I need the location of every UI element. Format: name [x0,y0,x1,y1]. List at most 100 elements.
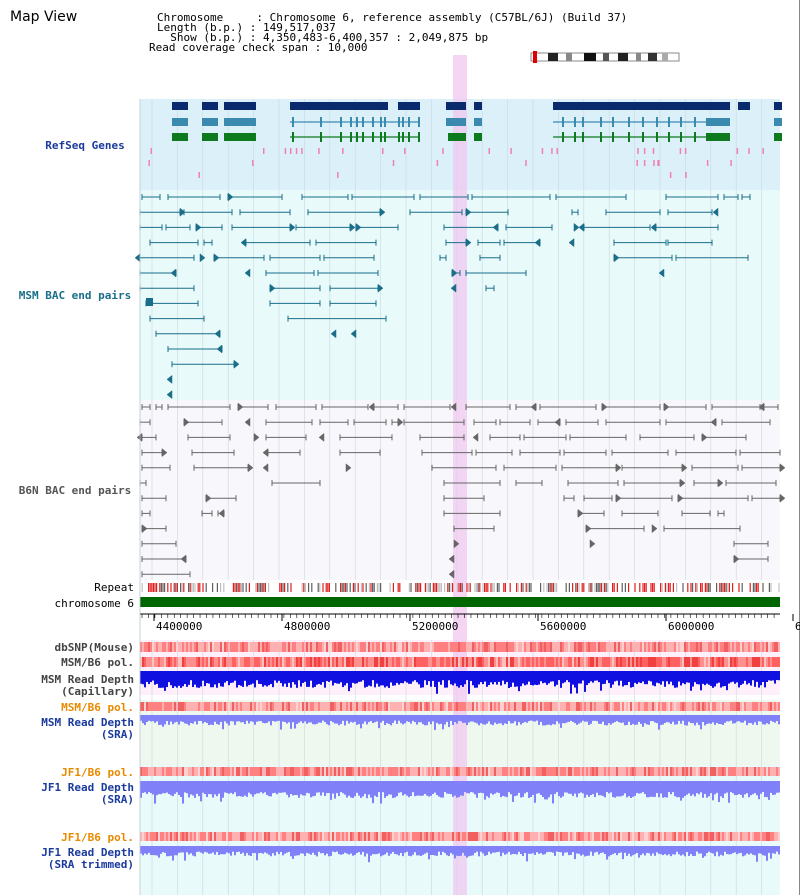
bac-end-arrow [492,222,499,232]
depth-bar [568,781,570,794]
show-range-line: Show (b.p.) : 4,350,483-6,400,357 : 2,04… [157,31,489,44]
heat-cell [612,832,614,841]
depth-bar [380,781,382,804]
heat-cell [636,642,638,652]
depth-bar [408,715,410,722]
heat-cell [542,642,544,652]
heat-cell [196,832,198,841]
heat-cell [252,767,254,776]
msm-depth-capillary-label[interactable]: MSM Read Depth [41,673,134,686]
depth-bar [682,671,684,684]
refseq-track-label[interactable]: RefSeq Genes [45,139,125,152]
depth-bar [458,781,460,798]
heat-cell [730,767,732,776]
heat-cell [688,642,690,652]
heat-cell [202,657,204,667]
msm-depth-sra-label[interactable]: MSM Read Depth [41,716,134,729]
heat-cell [180,832,182,841]
heat-cell [436,702,438,711]
depth-bar [184,671,186,685]
depth-bar [496,846,498,853]
repeat-mark [370,583,372,592]
heat-cell [558,767,560,776]
repeat-track-label[interactable]: Repeat [94,581,134,594]
depth-bar [720,781,722,797]
bac-end-arrow [663,402,670,412]
heat-cell [520,832,522,841]
heat-cell [238,767,240,776]
depth-bar [324,715,326,723]
jf1-pol2-track [140,832,780,841]
heat-cell [250,642,252,652]
depth-bar [694,671,696,683]
depth-bar [640,715,642,724]
dbsnp-track-label[interactable]: dbSNP(Mouse) [54,641,134,654]
jf1-pol-track-label[interactable]: JF1/B6 pol. [61,766,134,779]
heat-cell [288,767,290,776]
depth-bar [354,781,356,797]
depth-bar [240,715,242,723]
msm-b6-pol-track-label[interactable]: MSM/B6 pol. [61,656,134,669]
heat-cell [224,657,226,667]
heat-cell [650,767,652,776]
heat-cell [706,657,708,667]
depth-bar [544,846,546,855]
chromosome-ideogram[interactable] [530,51,680,63]
jf1-pol2-track-label[interactable]: JF1/B6 pol. [61,831,134,844]
heat-cell [390,702,392,711]
heat-cell [154,657,156,667]
heat-cell [768,767,770,776]
depth-bar [496,671,498,685]
jf1-depth-trimmed-label[interactable]: JF1 Read Depth [41,846,134,859]
chromosome-track-label[interactable]: chromosome 6 [54,597,134,610]
bac-end-arrow [615,493,622,503]
depth-bar [260,671,262,685]
b6n-bac-track-label[interactable]: B6N BAC end pairs [18,484,132,497]
heat-cell [664,642,666,652]
depth-bar [706,715,708,724]
depth-bar [752,671,754,681]
depth-bar [770,781,772,793]
depth-bar [386,671,388,687]
depth-bar [212,715,214,726]
heat-cell [664,657,666,667]
heat-cell [678,657,680,667]
heat-cell [212,832,214,841]
depth-bar [594,671,596,681]
depth-bar [282,715,284,722]
msm-b6-pol2-track-label[interactable]: MSM/B6 pol. [61,701,134,714]
msm-bac-track-label[interactable]: MSM BAC end pairs [18,289,132,302]
depth-bar [614,715,616,723]
jf1-depth-sra-label[interactable]: JF1 Read Depth [41,781,134,794]
heat-cell [402,642,404,652]
heat-cell [364,832,366,841]
heat-cell [484,767,486,776]
heat-cell [712,767,714,776]
depth-bar [438,671,440,682]
depth-bar [762,715,764,725]
depth-bar [352,715,354,723]
depth-bar [162,715,164,727]
depth-bar [212,671,214,688]
depth-bar [644,671,646,685]
heat-cell [146,767,148,776]
heat-cell [624,642,626,652]
heat-cell [158,702,160,711]
heat-cell [142,657,144,667]
repeat-mark [301,583,303,592]
depth-bar [568,671,570,683]
bac-end-arrow [712,207,719,217]
depth-bar [756,781,758,796]
depth-bar [460,715,462,722]
heat-cell [590,702,592,711]
heat-cell [736,702,738,711]
heat-cell [282,657,284,667]
heat-cell [362,702,364,711]
heat-cell [590,767,592,776]
depth-bar [772,671,774,681]
heat-cell [382,657,384,667]
depth-bar [324,671,326,688]
heat-cell [586,832,588,841]
heat-cell [696,657,698,667]
